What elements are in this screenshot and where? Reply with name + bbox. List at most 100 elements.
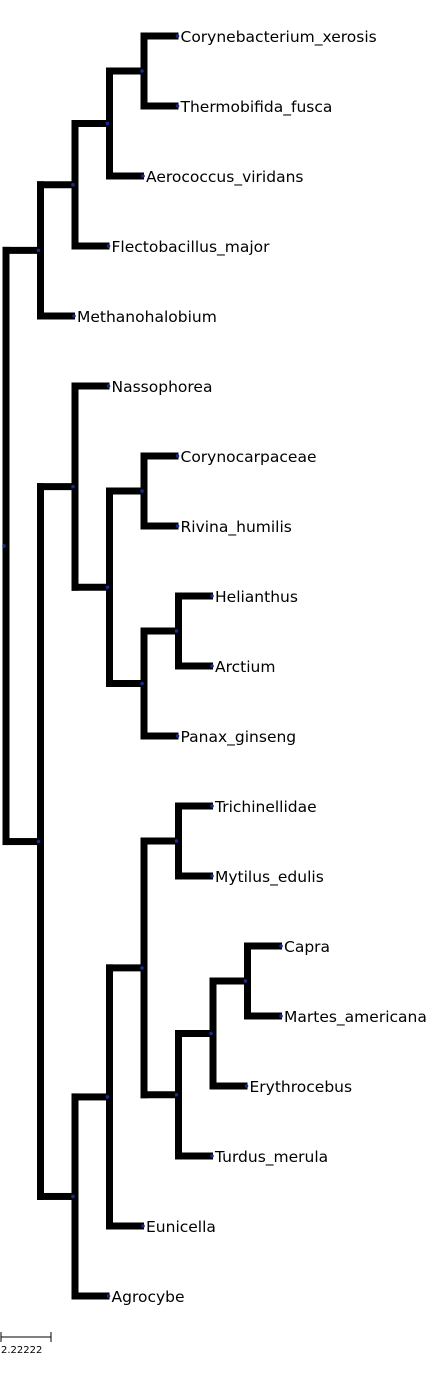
- leaf-label: Agrocybe: [112, 1288, 185, 1306]
- leaf-label: Erythrocebus: [250, 1078, 353, 1096]
- internal-node-marker: [71, 484, 75, 489]
- leaf-node-marker: [210, 804, 214, 808]
- leaf-node-marker: [210, 664, 214, 668]
- vertical-branch: [175, 1030, 182, 1160]
- horizontal-branch: [209, 977, 248, 985]
- internal-node-marker: [140, 69, 144, 73]
- leaf-label: Martes_americana: [284, 1008, 427, 1027]
- horizontal-branch: [71, 583, 110, 591]
- horizontal-branch: [37, 483, 75, 491]
- vertical-branch: [140, 452, 148, 530]
- horizontal-branch: [175, 1030, 213, 1037]
- horizontal-branch: [106, 487, 144, 495]
- vertical-branch: [106, 964, 113, 1230]
- horizontal-branch: [140, 522, 179, 530]
- leaf-node-marker: [106, 244, 111, 248]
- tree-nodes: [2, 34, 283, 1298]
- horizontal-branch: [106, 67, 144, 75]
- leaf-label: Mytilus_edulis: [215, 868, 324, 887]
- horizontal-branch: [175, 662, 213, 670]
- leaf-label: Corynebacterium_xerosis: [181, 28, 377, 47]
- leaf-label: Trichinellidae: [214, 798, 317, 816]
- horizontal-branch: [175, 1152, 213, 1160]
- horizontal-branch: [37, 1192, 75, 1200]
- leaf-node-marker: [279, 1014, 283, 1018]
- horizontal-branch: [71, 1292, 110, 1300]
- leaf-node-marker: [175, 734, 180, 738]
- internal-node-marker: [36, 839, 41, 844]
- internal-node-marker: [209, 1031, 213, 1036]
- horizontal-branch: [244, 1012, 282, 1020]
- horizontal-branch: [71, 382, 110, 390]
- internal-node-marker: [71, 182, 75, 187]
- internal-node-marker: [105, 121, 110, 126]
- leaf-node-marker: [175, 104, 180, 108]
- horizontal-branch: [71, 120, 110, 127]
- horizontal-branch: [37, 312, 75, 320]
- vertical-branch: [140, 627, 148, 740]
- horizontal-branch: [140, 32, 179, 40]
- horizontal-branch: [71, 242, 110, 250]
- internal-node-marker: [105, 585, 110, 590]
- internal-node-marker: [71, 1194, 75, 1199]
- scale-bar-label: 2.22222: [1, 1345, 42, 1356]
- leaf-node-marker: [210, 874, 214, 878]
- vertical-branch: [209, 977, 217, 1090]
- horizontal-branch: [2, 246, 41, 254]
- leaf-node-marker: [244, 1084, 249, 1088]
- horizontal-branch: [106, 680, 144, 687]
- vertical-branch: [71, 120, 79, 250]
- leaf-label: Arctium: [215, 658, 275, 676]
- vertical-branch: [106, 67, 113, 180]
- vertical-branch: [106, 487, 113, 687]
- leaf-label: Eunicella: [146, 1218, 216, 1236]
- internal-node-marker: [174, 629, 179, 633]
- internal-node-marker: [174, 1092, 179, 1097]
- horizontal-branch: [175, 592, 213, 600]
- horizontal-branch: [140, 627, 179, 635]
- leaf-label: Flectobacillus_major: [112, 238, 271, 257]
- horizontal-branch: [37, 181, 75, 189]
- leaf-label: Aerococcus_viridans: [146, 168, 303, 187]
- leaf-label: Panax_ginseng: [181, 728, 297, 747]
- leaf-node-marker: [72, 314, 76, 318]
- leaf-node-marker: [175, 524, 180, 528]
- horizontal-branch: [244, 942, 282, 950]
- horizontal-branch: [106, 172, 144, 180]
- horizontal-branch: [140, 1091, 179, 1099]
- leaf-label: Turdus_merula: [214, 1148, 328, 1167]
- vertical-branch: [175, 802, 182, 880]
- horizontal-branch: [175, 872, 213, 880]
- internal-node-marker: [105, 1095, 110, 1099]
- internal-node-marker: [243, 979, 248, 983]
- internal-node-marker: [140, 681, 144, 686]
- horizontal-branch: [106, 1222, 144, 1230]
- leaf-label: Corynocarpaceae: [181, 448, 317, 466]
- vertical-branch: [175, 592, 182, 670]
- horizontal-branch: [209, 1082, 248, 1090]
- tree-branches: [2, 32, 282, 1300]
- leaf-node-marker: [106, 1294, 111, 1298]
- leaf-label: Thermobifida_fusca: [180, 98, 333, 117]
- vertical-branch: [2, 246, 10, 846]
- internal-node-marker: [2, 544, 6, 548]
- vertical-branch: [37, 483, 44, 1200]
- leaf-label: Capra: [284, 938, 330, 956]
- horizontal-branch: [140, 452, 179, 460]
- leaf-node-marker: [210, 1154, 214, 1158]
- horizontal-branch: [106, 964, 144, 972]
- horizontal-branch: [140, 837, 179, 845]
- vertical-branch: [140, 32, 148, 110]
- internal-node-marker: [174, 839, 179, 843]
- leaf-node-marker: [175, 34, 180, 38]
- leaf-node-marker: [141, 1224, 145, 1228]
- vertical-branch: [244, 942, 251, 1020]
- internal-node-marker: [140, 489, 144, 493]
- internal-node-marker: [36, 248, 41, 253]
- horizontal-branch: [2, 838, 41, 846]
- leaf-node-marker: [175, 454, 180, 458]
- leaf-node-marker: [279, 944, 283, 948]
- vertical-branch: [140, 837, 148, 1099]
- vertical-branch: [37, 181, 44, 320]
